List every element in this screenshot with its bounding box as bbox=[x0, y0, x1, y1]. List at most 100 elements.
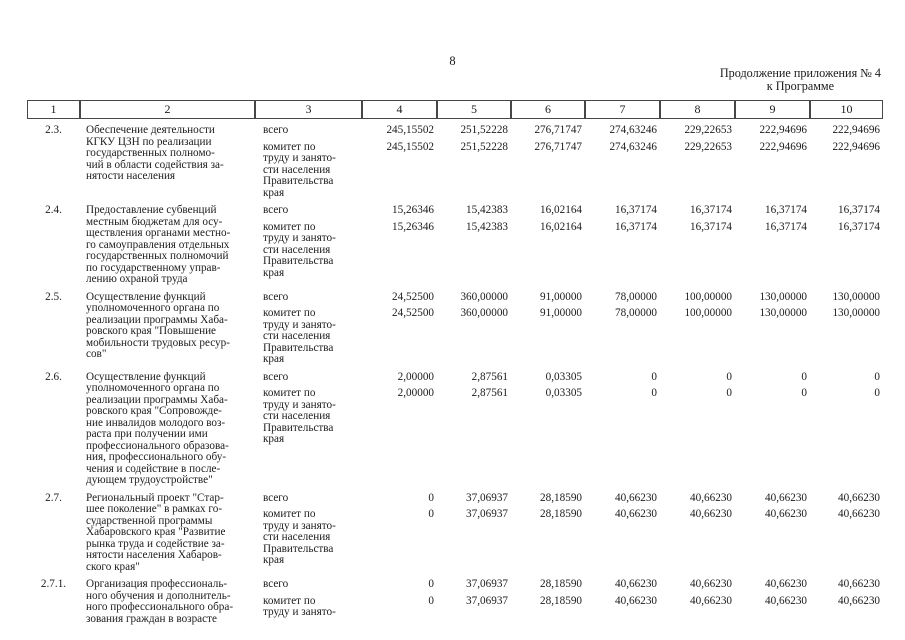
amount-cell: 16,37174 16,37174 bbox=[660, 204, 735, 286]
amount-total: 15,42383 bbox=[466, 204, 508, 216]
amount-cell: 2,87561 2,87561 bbox=[437, 370, 511, 487]
amount-cell: 28,18590 28,18590 bbox=[511, 578, 585, 625]
table-header-cell: 4 bbox=[362, 100, 437, 119]
amount-total: 0 bbox=[726, 370, 732, 383]
amount-total: 0 bbox=[874, 370, 880, 383]
amount-committee: 222,94696 bbox=[832, 140, 880, 153]
amount-total: 251,52228 bbox=[460, 124, 508, 136]
amount-total: 40,66230 bbox=[838, 491, 880, 504]
amount-cell: 360,00000 360,00000 bbox=[437, 290, 511, 366]
amount-cell: 40,66230 40,66230 bbox=[810, 491, 883, 574]
table-row: 2.6. Осуществление функций уполномоченног… bbox=[27, 370, 883, 487]
budget-table: 1 2 3 4 5 6 7 8 9 10 2.3. Обеспечение деятельности… bbox=[27, 100, 883, 625]
funding-source-total-label: всего bbox=[263, 124, 289, 136]
amount-total: 16,37174 bbox=[765, 204, 807, 216]
activity-name: Осуществление функций уполномоченного ор… bbox=[86, 370, 229, 486]
amount-committee: 0 bbox=[428, 594, 434, 607]
amount-cell: 2,00000 2,00000 bbox=[362, 371, 437, 487]
amount-committee: 0 bbox=[726, 387, 732, 399]
amount-committee: 37,06937 bbox=[466, 508, 508, 520]
activity-name: Организация профессиональ- ного обучения… bbox=[86, 578, 234, 625]
amount-total: 222,94696 bbox=[832, 124, 880, 136]
amount-cell: 16,02164 16,02164 bbox=[511, 204, 585, 286]
amount-total: 222,94696 bbox=[759, 124, 807, 136]
amount-total: 40,66230 bbox=[765, 491, 807, 504]
amount-total: 360,00000 bbox=[460, 290, 508, 303]
page-number: 8 bbox=[449, 54, 456, 68]
amount-cell: 40,66230 40,66230 bbox=[735, 491, 810, 574]
table-row: 2.4. Предоставление субвенций местным бюд… bbox=[27, 204, 883, 286]
amount-cell: 100,00000 100,00000 bbox=[660, 290, 735, 366]
amount-cell: 91,00000 91,00000 bbox=[511, 290, 585, 366]
amount-total: 0 bbox=[801, 370, 807, 383]
appendix-continuation-note: Продолжение приложения № 4 к Программе bbox=[719, 66, 881, 93]
amount-committee: 222,94696 bbox=[759, 140, 807, 153]
funding-source-committee-label: комитет по труду и занято- сти населения… bbox=[263, 508, 336, 566]
activity-name: Региональный проект "Стар- шее поколение… bbox=[86, 491, 226, 573]
activity-name: Предоставление субвенций местным бюджета… bbox=[86, 204, 231, 285]
amount-committee: 0 bbox=[801, 387, 807, 399]
amount-total: 245,15502 bbox=[386, 124, 434, 136]
amount-committee: 16,37174 bbox=[615, 220, 657, 233]
row-number: 2.7.1. bbox=[40, 578, 67, 590]
amount-total: 28,18590 bbox=[540, 491, 582, 504]
amount-committee: 24,52500 bbox=[392, 307, 434, 319]
amount-committee: 16,02164 bbox=[540, 220, 582, 233]
table-header-cell: 7 bbox=[585, 100, 660, 119]
row-number: 2.4. bbox=[45, 204, 62, 216]
funding-source-cell: всего комитет по труду и занято- bbox=[255, 578, 362, 625]
amount-cell: 16,37174 16,37174 bbox=[585, 204, 660, 286]
amount-committee: 28,18590 bbox=[540, 594, 582, 607]
amount-total: 91,00000 bbox=[540, 290, 582, 303]
table-row: 2.5. Осуществление функций уполномоченног… bbox=[27, 290, 883, 366]
amount-total: 28,18590 bbox=[540, 578, 582, 590]
table-header-cell: 5 bbox=[437, 100, 511, 119]
amount-cell: 40,66230 40,66230 bbox=[585, 578, 660, 625]
amount-total: 15,26346 bbox=[392, 204, 434, 216]
amount-total: 40,66230 bbox=[838, 578, 880, 590]
amount-cell: 276,71747 276,71747 bbox=[511, 124, 585, 199]
funding-source-total-label: всего bbox=[263, 578, 289, 590]
amount-total: 276,71747 bbox=[534, 124, 582, 136]
amount-total: 40,66230 bbox=[690, 578, 732, 590]
amount-committee: 16,37174 bbox=[765, 220, 807, 233]
amount-cell: 40,66230 40,66230 bbox=[735, 578, 810, 625]
amount-total: 40,66230 bbox=[690, 491, 732, 504]
funding-source-committee-label: комитет по труду и занято- сти населения… bbox=[263, 220, 336, 279]
amount-committee: 245,15502 bbox=[386, 140, 434, 153]
amount-committee: 16,37174 bbox=[838, 220, 880, 233]
amount-committee: 130,00000 bbox=[832, 307, 880, 319]
amount-total: 0 bbox=[651, 370, 657, 383]
activity-name: Обеспечение деятельности КГКУ ЦЗН по реа… bbox=[86, 124, 224, 182]
amount-committee: 40,66230 bbox=[838, 508, 880, 520]
amount-committee: 91,00000 bbox=[540, 307, 582, 319]
amount-cell: 245,15502 245,15502 bbox=[362, 124, 437, 199]
amount-total: 2,87561 bbox=[471, 370, 508, 383]
amount-total: 100,00000 bbox=[684, 290, 732, 303]
funding-source-total-label: всего bbox=[263, 370, 289, 383]
funding-source-cell: всего комитет по труду и занято- сти насе… bbox=[255, 370, 362, 487]
row-number: 2.3. bbox=[45, 124, 62, 136]
table-row: 2.7.1. Организация профессиональ- ного об… bbox=[27, 578, 883, 625]
amount-committee: 130,00000 bbox=[759, 307, 807, 319]
table-header-cell: 6 bbox=[511, 100, 585, 119]
amount-committee: 100,00000 bbox=[684, 307, 732, 319]
amount-committee: 0 bbox=[874, 387, 880, 399]
amount-total: 130,00000 bbox=[759, 290, 807, 303]
table-body: 2.3. Обеспечение деятельности КГКУ ЦЗН по… bbox=[27, 124, 883, 625]
amount-total: 0 bbox=[428, 578, 434, 590]
amount-committee: 40,66230 bbox=[690, 594, 732, 607]
row-number: 2.6. bbox=[45, 370, 62, 383]
amount-cell: 222,94696 222,94696 bbox=[810, 124, 883, 199]
amount-total: 16,37174 bbox=[838, 204, 880, 216]
amount-committee: 251,52228 bbox=[460, 140, 508, 153]
amount-cell: 37,06937 37,06937 bbox=[437, 492, 511, 574]
funding-source-total-label: всего bbox=[263, 491, 289, 504]
amount-committee: 16,37174 bbox=[690, 220, 732, 233]
amount-total: 0 bbox=[428, 491, 434, 504]
amount-total: 274,63246 bbox=[609, 124, 657, 136]
funding-source-committee-label: комитет по труду и занято- сти населения… bbox=[263, 140, 336, 199]
amount-committee: 40,66230 bbox=[838, 594, 880, 607]
